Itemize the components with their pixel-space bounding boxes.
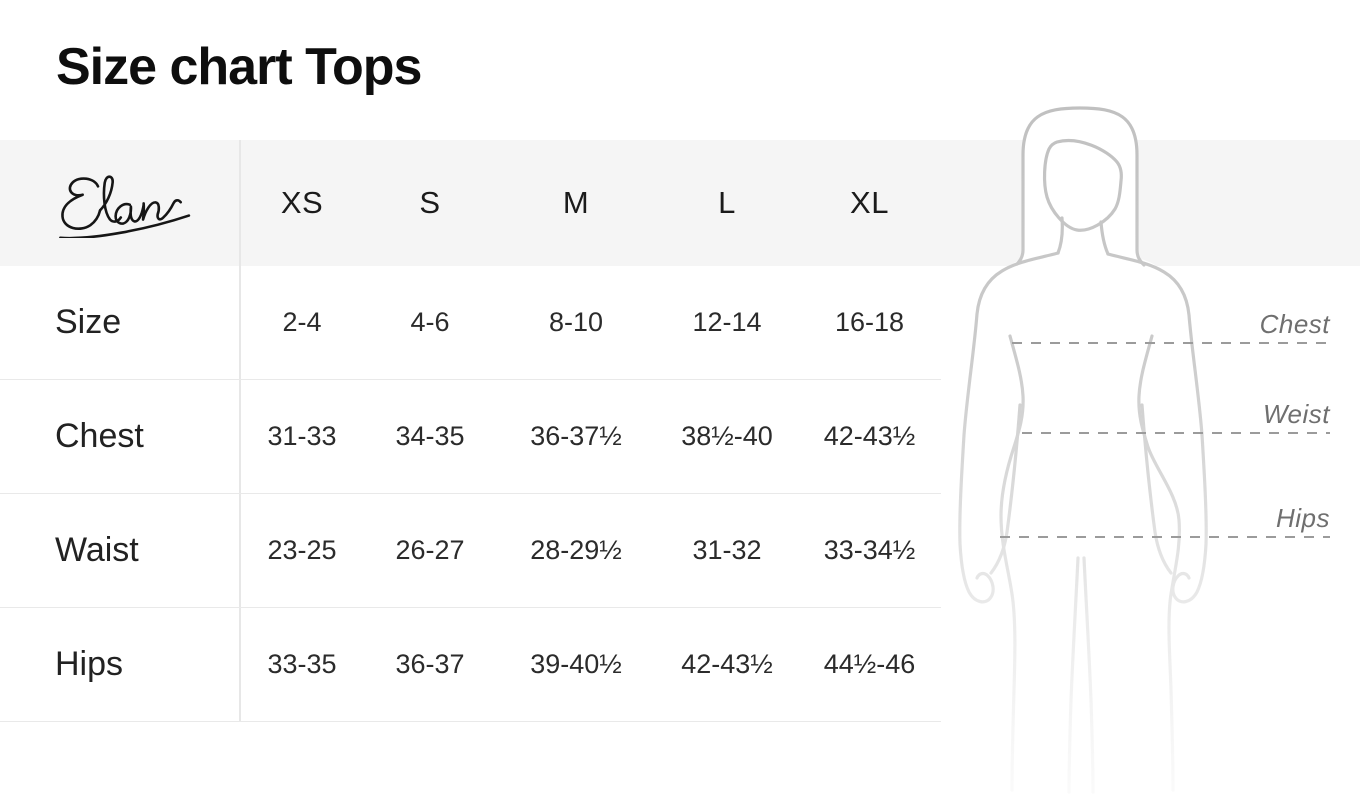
table-row-chest: Chest 31-33 34-35 36-37½ 38½-40 42-43½: [0, 380, 941, 494]
hips-guide-label: Hips: [1275, 503, 1330, 533]
hips-l: 42-43½: [681, 649, 773, 679]
logo-underline: [59, 214, 191, 238]
hips-xl: 44½-46: [823, 649, 916, 679]
neck-right-line: [1099, 220, 1110, 256]
right-inner-arm-line: [1140, 403, 1173, 575]
table-row-waist: Waist 23-25 26-27 28-29½ 31-32 33-34½: [0, 494, 941, 608]
waist-guide: Weist: [1022, 396, 1330, 434]
waist-guide-line: [1022, 432, 1330, 434]
hair-outline: [1015, 106, 1146, 267]
waist-l: 31-32: [692, 535, 762, 565]
left-inner-thigh-line: [1067, 556, 1080, 794]
size-m: 8-10: [548, 307, 604, 337]
left-arm-outline: [958, 251, 1060, 604]
chest-xl: 42-43½: [823, 421, 916, 451]
brand-logo: [59, 175, 191, 238]
column-header-l: L: [718, 185, 736, 220]
size-xl: 16-18: [834, 307, 905, 337]
table-column-divider: [239, 140, 241, 722]
logo-letter-n: [140, 198, 183, 221]
chest-m: 36-37½: [530, 421, 622, 451]
size-s: 4-6: [410, 307, 450, 337]
page-title: Size chart Tops: [56, 38, 422, 96]
size-table: XS S M L XL Size 2-4 4-6 8-10 12-14 16-1…: [0, 140, 941, 722]
left-torso-leg-outline: [999, 334, 1025, 792]
chest-guide: Chest: [1012, 306, 1330, 344]
chest-guide-line: [1012, 342, 1330, 344]
hips-m: 39-40½: [530, 649, 622, 679]
waist-guide-label: Weist: [1262, 399, 1330, 429]
row-label: Waist: [55, 531, 139, 569]
column-header-xs: XS: [280, 185, 324, 220]
chest-s: 34-35: [395, 421, 465, 451]
size-l: 12-14: [692, 307, 762, 337]
hips-s: 36-37: [395, 649, 465, 679]
chest-guide-label: Chest: [1259, 309, 1330, 339]
table-header-row: XS S M L XL: [0, 140, 941, 266]
right-torso-leg-outline: [1137, 334, 1181, 792]
neck-left-line: [1056, 216, 1064, 255]
logo-letter-e: [61, 177, 102, 230]
row-label: Size: [55, 303, 122, 341]
logo-letter-l: [98, 175, 123, 223]
hips-guide: Hips: [1000, 500, 1330, 538]
waist-xl: 33-34½: [823, 535, 916, 565]
table-row-hips: Hips 33-35 36-37 39-40½ 42-43½ 44½-46: [0, 608, 941, 722]
column-header-s: S: [419, 185, 441, 220]
body-figure-illustration: [958, 106, 1208, 794]
waist-xs: 23-25: [267, 535, 337, 565]
logo-letter-a: [114, 202, 143, 225]
hips-guide-line: [1000, 536, 1330, 538]
hips-xs: 33-35: [267, 649, 337, 679]
table-row-size: Size 2-4 4-6 8-10 12-14 16-18: [0, 266, 941, 380]
column-header-xl: XL: [850, 185, 889, 220]
right-inner-thigh-line: [1082, 556, 1095, 794]
waist-s: 26-27: [395, 535, 465, 565]
brand-logo-cell: [0, 140, 240, 266]
column-header-m: M: [562, 185, 590, 220]
chest-xs: 31-33: [267, 421, 337, 451]
size-xs: 2-4: [282, 307, 322, 337]
row-label: Chest: [55, 417, 144, 455]
row-label: Hips: [55, 645, 124, 683]
chest-l: 38½-40: [681, 421, 773, 451]
left-inner-arm-line: [989, 403, 1022, 575]
waist-m: 28-29½: [530, 535, 622, 565]
